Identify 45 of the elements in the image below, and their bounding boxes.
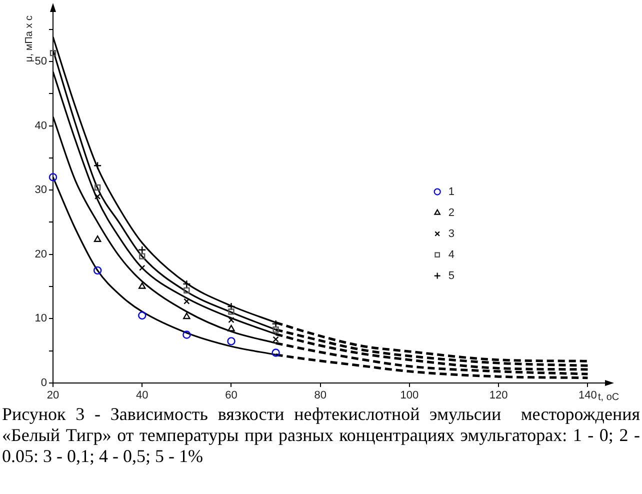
point bbox=[184, 287, 190, 294]
point bbox=[94, 184, 101, 191]
point bbox=[227, 337, 236, 346]
point bbox=[228, 324, 235, 332]
point bbox=[93, 162, 102, 170]
x-tick-label: 60 bbox=[225, 390, 238, 402]
y-tick-label: 30 bbox=[34, 184, 47, 196]
point bbox=[228, 308, 234, 315]
legend-label: 5 bbox=[448, 270, 454, 282]
y-tick-label: 20 bbox=[34, 248, 47, 260]
y-tick-label: 10 bbox=[34, 312, 47, 325]
legend-label: 4 bbox=[448, 248, 454, 261]
point bbox=[94, 193, 101, 200]
point bbox=[183, 312, 190, 320]
point bbox=[138, 246, 146, 254]
y-tick-label: 0 bbox=[40, 377, 47, 390]
point bbox=[138, 282, 146, 289]
point bbox=[94, 235, 102, 242]
x-tick-label: 80 bbox=[314, 390, 326, 402]
y-tick-label: 50 bbox=[34, 55, 47, 68]
legend-label: 1 bbox=[448, 186, 454, 198]
x-tick-label: 40 bbox=[136, 390, 148, 402]
point bbox=[272, 348, 280, 357]
y-axis-title: μ, мПа х с bbox=[24, 16, 35, 62]
point bbox=[228, 316, 234, 324]
point bbox=[48, 173, 58, 182]
x-tick-label: 20 bbox=[46, 390, 60, 402]
point bbox=[139, 253, 146, 260]
point bbox=[138, 311, 146, 320]
x-tick-label: 120 bbox=[489, 390, 508, 402]
legend-label: 2 bbox=[448, 206, 454, 219]
point bbox=[182, 280, 191, 288]
legend-label: 3 bbox=[448, 228, 454, 240]
point bbox=[184, 298, 190, 304]
point bbox=[182, 330, 191, 339]
point bbox=[93, 266, 102, 275]
x-tick-label: 100 bbox=[400, 390, 419, 402]
point bbox=[272, 326, 279, 333]
x-axis-title: t, oC bbox=[598, 392, 620, 403]
y-tick-label: 40 bbox=[34, 120, 47, 132]
x-tick-label: 140 bbox=[578, 390, 597, 402]
point bbox=[139, 264, 146, 271]
point bbox=[227, 302, 236, 311]
point bbox=[50, 50, 56, 56]
text: Рисунок 3 - Зависимость вязкости нефтекислотной эмульсии месторождения «Белый Тигр» от температуры при разных концентрациях эмульгаторах: 1 - 0; 2 - 0.05: 3 - 0,1; 4 - 0,5; 5 - 1% bbox=[2, 404, 640, 467]
